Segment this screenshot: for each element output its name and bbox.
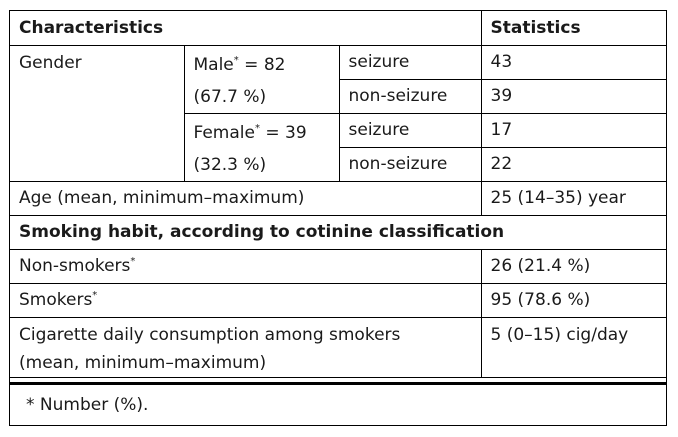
male-label: Male [193, 54, 234, 75]
male-nonseizure-value: 39 [480, 78, 667, 114]
table-row: Non-smokers* 26 (21.4 %) [10, 248, 667, 284]
header-statistics: Statistics [480, 11, 667, 46]
smokers-cell: Smokers* [10, 282, 482, 318]
consumption-label-line2: (mean, minimum–maximum) [19, 352, 267, 373]
table-row: Gender Male* = 82 (67.7 %) seizure 43 [10, 44, 667, 182]
male-count: = 82 [238, 54, 286, 75]
consumption-value: 5 (0–15) cig/day [480, 316, 667, 378]
data-table: Characteristics Statistics Gender Male* … [10, 11, 667, 378]
age-label: Age (mean, minimum–maximum) [10, 180, 482, 216]
female-asterisk: * [254, 122, 260, 134]
consumption-label-line1: Cigarette daily consumption among smoker… [19, 324, 401, 345]
smoking-section-title: Smoking habit, according to cotinine cla… [10, 214, 667, 250]
female-pct: (32.3 %) [193, 154, 267, 175]
female-seizure-value: 17 [480, 112, 667, 148]
footnote-text: Number (%). [39, 395, 149, 415]
nonsmokers-value: 26 (21.4 %) [480, 248, 667, 284]
footnote-marker: * [26, 395, 35, 415]
table-row: Cigarette daily consumption among smoker… [10, 316, 667, 378]
male-nonseizure-label: non-seizure [339, 78, 482, 114]
gender-label: Gender [10, 44, 185, 182]
female-seizure-label: seizure [338, 112, 482, 148]
female-nonseizure-value: 22 [480, 146, 667, 182]
header-characteristics: Characteristics [10, 11, 482, 46]
smokers-asterisk: * [92, 290, 98, 301]
male-pct: (67.7 %) [193, 86, 267, 107]
female-label: Female [193, 122, 255, 143]
footnote: * Number (%). [10, 382, 666, 425]
nonsmokers-asterisk: * [130, 256, 136, 267]
male-cell: Male* = 82 (67.7 %) [183, 44, 340, 114]
consumption-cell: Cigarette daily consumption among smoker… [10, 316, 482, 378]
female-count: = 39 [259, 122, 307, 143]
male-seizure-value: 43 [480, 44, 667, 80]
smokers-label: Smokers [19, 290, 93, 310]
nonsmokers-label: Non-smokers [19, 256, 131, 276]
male-asterisk: * [233, 54, 239, 66]
nonsmokers-cell: Non-smokers* [10, 248, 482, 284]
age-value: 25 (14–35) year [480, 180, 667, 216]
smokers-value: 95 (78.6 %) [480, 282, 667, 318]
table-row: Smokers* 95 (78.6 %) [10, 282, 667, 318]
characteristics-table: Characteristics Statistics Gender Male* … [9, 10, 667, 426]
male-seizure-label: seizure [338, 44, 482, 80]
header-row: Characteristics Statistics [10, 11, 667, 46]
female-nonseizure-label: non-seizure [339, 146, 482, 182]
section-row: Smoking habit, according to cotinine cla… [10, 214, 667, 250]
table-row: non-seizure 39 [10, 78, 667, 114]
female-cell: Female* = 39 (32.3 %) [184, 112, 340, 182]
table-row: Age (mean, minimum–maximum) 25 (14–35) y… [10, 180, 667, 216]
